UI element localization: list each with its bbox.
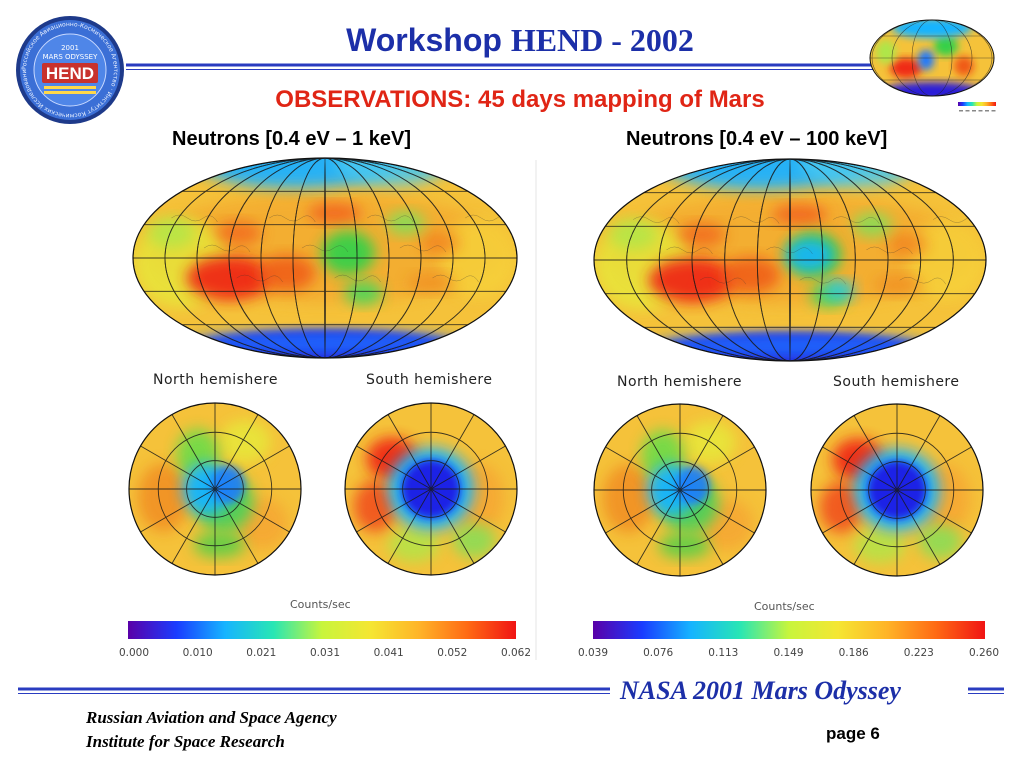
page-title: Workshop HEND - 2002 <box>260 22 780 59</box>
left-global-map <box>132 157 518 359</box>
title-hend: HEND - 2002 <box>510 22 694 58</box>
right-south-polar-map <box>810 403 984 577</box>
left-scale-tick-6: 0.062 <box>500 647 532 659</box>
right-south-label: South hemishere <box>833 374 960 390</box>
footer-rule-left <box>18 687 610 694</box>
right-scale-tick-5: 0.223 <box>903 647 934 659</box>
right-scale-tick-1: 0.076 <box>643 647 674 659</box>
left-scale-tick-5: 0.052 <box>437 647 468 659</box>
left-scale-tick-1: 0.010 <box>182 647 213 659</box>
page-number: page 6 <box>826 724 880 743</box>
agency-line-1: Russian Aviation and Space Agency <box>86 708 337 727</box>
left-south-label: South hemishere <box>366 372 493 388</box>
left-south-polar-map <box>344 402 518 576</box>
logo-emblem: HEND <box>46 64 94 83</box>
neutron-maps-figure <box>128 157 987 660</box>
left-scale-label: Counts/sec <box>290 598 351 611</box>
left-scale-tick-2: 0.021 <box>246 647 277 659</box>
title-workshop: Workshop <box>346 22 502 58</box>
right-colour-bar <box>593 621 985 639</box>
footer-rule-right <box>968 687 1004 694</box>
left-north-label: North hemishere <box>153 372 278 388</box>
left-colour-bar <box>128 621 516 639</box>
right-scale-tick-6: 0.260 <box>968 647 1000 659</box>
right-north-label: North hemishere <box>617 374 742 390</box>
hend-logo: Российское Авиационно-Космическое Агентс… <box>12 9 126 126</box>
logo-mission: MARS ODYSSEY <box>43 53 98 61</box>
right-scale-tick-0: 0.039 <box>577 647 609 659</box>
right-scale-label: Counts/sec <box>754 600 815 613</box>
left-scale-tick-0: 0.000 <box>118 647 150 659</box>
mission-title: NASA 2001 Mars Odyssey <box>620 676 901 705</box>
logo-year: 2001 <box>61 44 79 52</box>
left-scale-tick-4: 0.041 <box>373 647 404 659</box>
right-global-map <box>593 158 987 362</box>
mars-thumbnail-map <box>869 19 996 112</box>
page-subtitle: OBSERVATIONS: 45 days mapping of Mars <box>275 86 765 113</box>
panel-left-title: Neutrons [0.4 eV – 1 keV] <box>172 128 411 150</box>
right-scale-tick-4: 0.186 <box>838 647 869 659</box>
left-north-polar-map <box>128 402 302 576</box>
right-north-polar-map <box>593 403 767 577</box>
right-scale-tick-3: 0.149 <box>773 647 804 659</box>
left-scale-tick-3: 0.031 <box>309 647 341 659</box>
agency-line-2: Institute for Space Research <box>86 732 285 751</box>
panel-right-title: Neutrons [0.4 eV – 100 keV] <box>626 128 888 150</box>
right-scale-tick-2: 0.113 <box>708 647 739 659</box>
header-rule <box>126 63 874 70</box>
